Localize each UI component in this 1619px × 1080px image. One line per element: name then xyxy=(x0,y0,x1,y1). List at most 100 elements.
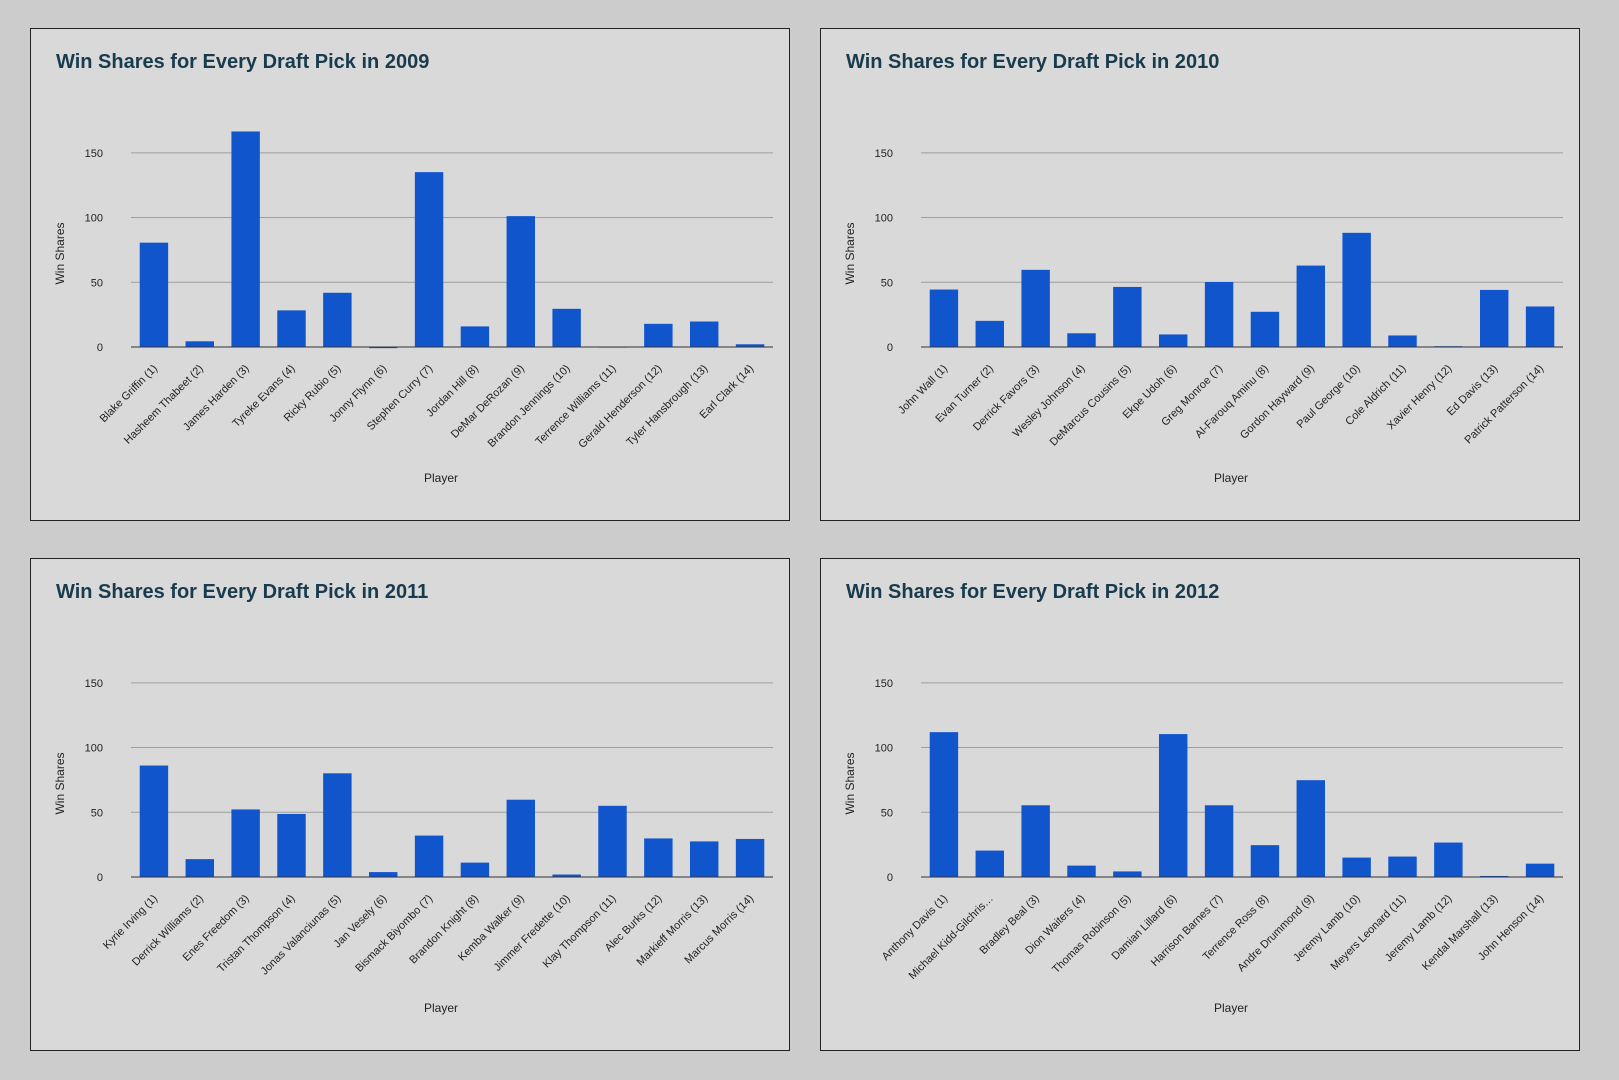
bar xyxy=(506,216,536,347)
x-tick-label: Kendal Marshall (13) xyxy=(1420,893,1500,973)
chart-title: Win Shares for Every Draft Pick in 2012 xyxy=(846,581,1220,603)
x-tick-label: Andre Drummond (9) xyxy=(1235,893,1317,975)
bar xyxy=(1525,863,1555,877)
bar xyxy=(1479,875,1509,877)
y-tick-label: 100 xyxy=(85,743,103,755)
x-tick-label: Thomas Robinson (5) xyxy=(1050,893,1133,976)
y-axis-title: Win Shares xyxy=(53,752,67,814)
x-tick-label: DeMarcus Cousins (5) xyxy=(1048,363,1134,449)
y-axis-title: Win Shares xyxy=(843,752,857,814)
bar xyxy=(1525,306,1555,347)
x-axis-title: Player xyxy=(1214,1001,1248,1015)
x-tick-label: Michael Kidd-Gilchris… xyxy=(907,893,996,982)
bar xyxy=(1342,857,1371,877)
y-tick-label: 50 xyxy=(881,807,893,819)
bar xyxy=(644,323,673,347)
x-tick-label: Jonas Valanciunas (5) xyxy=(259,893,344,978)
x-tick-label: Jimmer Fredette (10) xyxy=(492,893,573,974)
bar xyxy=(1388,335,1417,347)
bar xyxy=(414,835,444,877)
bar xyxy=(506,799,536,877)
bar xyxy=(277,310,306,347)
y-tick-label: 50 xyxy=(881,277,893,289)
bar xyxy=(1158,334,1188,347)
x-tick-label: Gerald Henderson (12) xyxy=(576,363,664,451)
bar xyxy=(552,308,581,347)
bar xyxy=(644,838,673,877)
bar xyxy=(1067,865,1096,877)
bar xyxy=(1204,805,1234,877)
chart-panel-2010: Win Shares for Every Draft Pick in 2010 … xyxy=(820,28,1580,521)
bar xyxy=(552,874,581,877)
x-axis-title: Player xyxy=(1214,471,1248,485)
chart-title: Win Shares for Every Draft Pick in 2011 xyxy=(56,581,429,603)
bar xyxy=(735,838,765,877)
x-tick-label: Meyers Leonard (11) xyxy=(1329,893,1409,973)
y-tick-label: 0 xyxy=(887,872,893,884)
bar xyxy=(460,326,490,347)
x-axis-title: Player xyxy=(424,1001,458,1015)
chart-title: Win Shares for Every Draft Pick in 2010 xyxy=(846,51,1220,73)
x-tick-label: Tyler Hansbrough (13) xyxy=(624,363,710,449)
y-axis-title: Win Shares xyxy=(53,222,67,284)
bar xyxy=(689,841,719,877)
bar xyxy=(139,765,169,877)
x-tick-label: Hasheem Thabeet (2) xyxy=(122,363,206,447)
y-tick-label: 100 xyxy=(85,213,103,225)
bar xyxy=(1342,232,1371,347)
x-tick-label: Patrick Patterson (14) xyxy=(1462,363,1546,447)
x-tick-label: Tristan Thompson (4) xyxy=(215,893,297,975)
y-tick-label: 50 xyxy=(91,277,103,289)
y-tick-label: 50 xyxy=(91,807,103,819)
bar xyxy=(368,872,398,877)
bar xyxy=(975,320,1005,347)
bar xyxy=(460,862,490,877)
bar xyxy=(1113,871,1142,877)
y-tick-label: 150 xyxy=(875,678,893,690)
y-tick-label: 0 xyxy=(97,872,103,884)
bar xyxy=(598,805,627,877)
bar xyxy=(929,732,959,877)
bar xyxy=(975,850,1005,877)
y-tick-label: 150 xyxy=(85,148,103,160)
bar xyxy=(1021,805,1050,877)
bar xyxy=(1434,842,1463,877)
x-tick-label: Terrence Williams (11) xyxy=(533,363,618,448)
bar xyxy=(231,809,260,877)
bar xyxy=(1250,845,1280,877)
bar xyxy=(231,131,260,347)
bar xyxy=(185,859,215,877)
bar xyxy=(929,289,959,347)
bar xyxy=(368,347,398,349)
y-tick-label: 100 xyxy=(875,743,893,755)
bar xyxy=(1296,265,1326,347)
bar xyxy=(185,341,215,347)
bar xyxy=(1158,734,1188,877)
bar xyxy=(1204,282,1234,347)
y-tick-label: 0 xyxy=(887,342,893,354)
bar xyxy=(1296,780,1326,877)
y-tick-label: 0 xyxy=(97,342,103,354)
bar xyxy=(323,292,352,347)
bar xyxy=(1067,333,1096,347)
x-tick-label: Bismack Biyombo (7) xyxy=(353,893,435,975)
y-tick-label: 100 xyxy=(875,213,893,225)
bar xyxy=(1388,856,1417,877)
x-tick-label: Brandon Jennings (10) xyxy=(486,363,573,450)
chart-panel-2011: Win Shares for Every Draft Pick in 2011 … xyxy=(30,558,790,1051)
bar xyxy=(1479,289,1509,347)
bar xyxy=(1250,311,1280,347)
chart-panel-2012: Win Shares for Every Draft Pick in 2012 … xyxy=(820,558,1580,1051)
bar xyxy=(1113,286,1142,347)
y-axis-title: Win Shares xyxy=(843,222,857,284)
bar xyxy=(689,321,719,347)
bar xyxy=(1021,269,1050,347)
bar xyxy=(277,813,306,877)
y-tick-label: 150 xyxy=(85,678,103,690)
bar xyxy=(414,172,444,347)
chart-panel-2009: Win Shares for Every Draft Pick in 2009 … xyxy=(30,28,790,521)
bar xyxy=(323,773,352,877)
